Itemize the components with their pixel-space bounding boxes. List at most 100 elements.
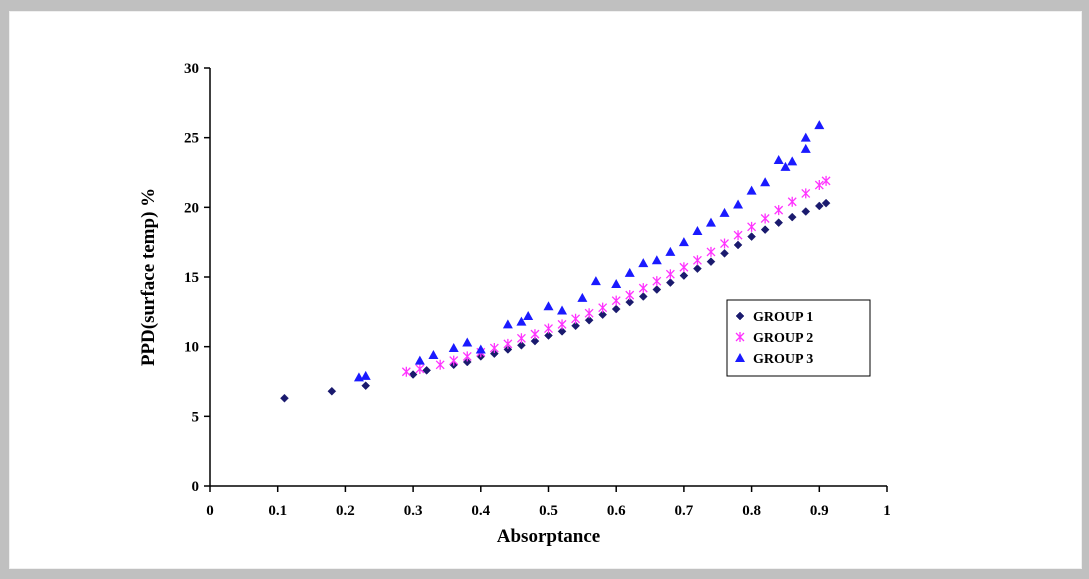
data-point <box>516 333 526 344</box>
data-point <box>760 213 770 224</box>
data-point <box>706 257 716 267</box>
y-tick-label: 5 <box>192 409 200 425</box>
data-point <box>774 205 784 216</box>
data-point <box>733 199 744 209</box>
data-point <box>651 255 662 265</box>
data-point <box>584 308 594 319</box>
data-point <box>814 180 824 191</box>
data-point <box>800 143 811 153</box>
data-point <box>489 349 499 358</box>
data-point <box>422 365 431 375</box>
data-point <box>801 207 811 216</box>
x-tick-label: 0.7 <box>675 503 694 519</box>
y-axis-ticks: 0 5 10 15 20 25 30 <box>184 61 210 495</box>
data-point <box>624 267 635 277</box>
x-tick-label: 0.5 <box>539 503 558 519</box>
data-point <box>503 345 513 354</box>
data-point <box>705 217 716 227</box>
data-point <box>360 370 371 380</box>
data-point <box>584 315 594 325</box>
x-tick-label: 0.1 <box>268 503 287 519</box>
data-point <box>821 175 831 186</box>
y-tick-label: 10 <box>184 340 199 356</box>
data-point <box>625 297 635 307</box>
data-point <box>475 344 486 354</box>
data-point <box>787 212 797 222</box>
legend-box <box>726 299 871 377</box>
data-point <box>652 276 662 287</box>
data-point <box>448 343 459 353</box>
data-points <box>280 120 831 403</box>
data-point <box>760 177 771 187</box>
data-point <box>598 302 608 313</box>
data-point <box>720 248 729 258</box>
data-point <box>516 316 527 326</box>
y-tick-label: 15 <box>184 270 199 286</box>
data-point <box>720 238 729 249</box>
data-point <box>692 255 702 266</box>
data-point <box>692 226 703 236</box>
data-point <box>544 323 553 334</box>
data-point <box>787 156 798 166</box>
data-point <box>611 295 621 306</box>
x-tick-label: 1 <box>883 503 891 519</box>
scatter-chart: 0 0.1 0.2 0.3 0.4 0.5 0.6 0.7 0.8 0.9 1 0 5 10 15 20 25… <box>138 61 891 547</box>
data-point <box>733 240 743 250</box>
data-point <box>435 359 445 370</box>
data-point <box>780 161 791 171</box>
x-tick-label: 0 <box>206 503 214 519</box>
y-tick-label: 20 <box>184 200 199 216</box>
data-point <box>625 290 635 301</box>
x-axis-ticks: 0 0.1 0.2 0.3 0.4 0.5 0.6 0.7 0.8 0.9 1 <box>206 486 891 519</box>
data-point <box>693 264 702 273</box>
data-point <box>733 230 743 241</box>
data-point <box>590 276 601 286</box>
y-tick-label: 0 <box>192 479 200 495</box>
data-point <box>449 355 459 366</box>
data-point <box>814 201 824 211</box>
data-point <box>462 357 472 367</box>
legend-marker <box>735 353 745 362</box>
legend-items: GROUP 1 GROUP 2 GROUP 3 <box>735 310 813 367</box>
data-point <box>428 350 439 360</box>
data-point <box>361 381 371 391</box>
data-point <box>557 326 567 336</box>
data-point <box>557 319 567 330</box>
data-point <box>530 329 540 340</box>
legend-marker <box>735 332 745 342</box>
data-point <box>719 207 730 217</box>
data-point <box>517 340 526 350</box>
y-axis-title: PPD(surface temp) % <box>138 188 159 366</box>
data-point <box>280 393 289 403</box>
x-tick-label: 0.4 <box>471 503 490 519</box>
data-point <box>611 304 621 314</box>
data-point <box>746 185 757 195</box>
data-point <box>571 313 581 324</box>
data-point <box>652 285 662 294</box>
x-tick-label: 0.8 <box>742 503 761 519</box>
data-point <box>638 283 648 294</box>
legend-marker <box>735 311 745 321</box>
data-point <box>774 218 784 228</box>
data-point <box>557 305 568 315</box>
data-point <box>543 301 554 311</box>
data-point <box>414 355 425 365</box>
data-point <box>544 331 553 340</box>
y-tick-label: 30 <box>184 61 199 77</box>
data-point <box>489 343 499 354</box>
data-point <box>665 269 675 280</box>
data-point <box>408 370 418 379</box>
data-point <box>678 237 689 247</box>
data-point <box>503 338 513 349</box>
data-point <box>415 363 425 374</box>
legend-label: GROUP 3 <box>753 352 813 367</box>
chart-frame: 0 0.1 0.2 0.3 0.4 0.5 0.6 0.7 0.8 0.9 1 0 5 10 15 20 25… <box>9 11 1082 569</box>
data-point <box>814 120 825 130</box>
x-axis-title: Absorptance <box>497 526 600 547</box>
legend-label: GROUP 1 <box>753 310 813 325</box>
data-point <box>801 188 811 199</box>
series-group-3 <box>353 120 825 382</box>
x-tick-label: 0.3 <box>404 503 423 519</box>
data-point <box>821 198 831 208</box>
data-point <box>800 132 811 142</box>
